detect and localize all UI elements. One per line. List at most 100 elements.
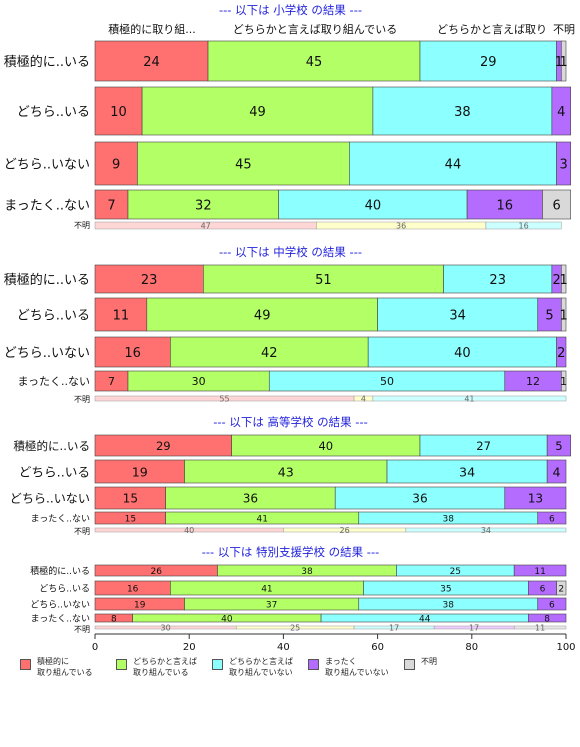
bar-segment-somewhat-active — [137, 141, 350, 186]
legend: 積極的に 取り組んでいる どちらかと言えば 取り組んでいる どちらかと言えば 取… — [0, 656, 580, 696]
data-label: 45 — [235, 157, 252, 172]
legend-swatch-somewhat-inactive — [212, 659, 223, 670]
data-label: 8 — [111, 614, 117, 624]
row-label: まったく..ない — [17, 375, 90, 388]
data-label: 41 — [256, 514, 267, 524]
data-label: 1 — [560, 308, 568, 323]
bar-segment-inactive — [504, 486, 567, 510]
data-label: 42 — [261, 346, 278, 361]
legend-item-inactive: まったく 取り組んでいない — [308, 656, 389, 678]
legend-swatch-active — [20, 659, 31, 670]
data-label: 34 — [449, 308, 466, 323]
data-label: 4 — [553, 464, 561, 479]
bar-segment-unknown — [556, 580, 567, 596]
data-label: 1 — [560, 375, 567, 388]
data-label: 44 — [445, 157, 462, 172]
row-label: 積極的に..いる — [4, 54, 90, 70]
data-label: 30 — [192, 375, 206, 388]
data-label: 11 — [534, 567, 545, 577]
bar-segment-somewhat-active — [203, 264, 444, 294]
bar-segment-active — [94, 141, 138, 186]
bar-segment-inactive — [466, 189, 543, 220]
unknown-segment-somewhat-inactive — [405, 527, 567, 533]
bar-segment-inactive — [537, 511, 567, 525]
data-label: 24 — [143, 55, 160, 70]
data-label: 16 — [496, 198, 513, 213]
x-tick-label: 0 — [92, 642, 98, 650]
data-label: 11 — [113, 308, 130, 323]
unknown-data-label: 17 — [389, 624, 399, 633]
stacked-bar-chart: 積極的に取り組... どちらかと言えば取り組んでいる どちらかと言えば取り 不明 ---… — [4, 3, 576, 650]
data-label: 5 — [545, 308, 553, 323]
legend-label-unknown: 不明 — [421, 657, 437, 666]
row-label: 積極的に..いる — [4, 272, 90, 288]
data-label: 10 — [110, 105, 127, 120]
panel-title-3: --- 以下は 特別支援学校 の結果 --- — [202, 545, 380, 559]
bar-segment-inactive — [546, 434, 572, 457]
data-label: 40 — [318, 439, 333, 453]
unknown-segment-unknown — [513, 625, 567, 630]
bar-segment-somewhat-inactive — [419, 40, 557, 82]
data-label: 49 — [249, 105, 266, 120]
bar-segment-inactive — [551, 86, 572, 136]
data-label: 35 — [440, 584, 451, 594]
data-label: 2 — [558, 584, 564, 594]
unknown-data-label: 25 — [290, 624, 300, 633]
data-label: 40 — [221, 614, 233, 624]
unknown-row-label: 不明 — [74, 395, 90, 404]
data-label: 6 — [540, 584, 546, 594]
data-label: 12 — [526, 375, 540, 388]
row-label: どちら..いる — [19, 464, 90, 479]
bar-segment-unknown — [560, 264, 567, 294]
data-label: 36 — [412, 492, 427, 506]
bar-segment-active — [94, 336, 171, 368]
unknown-data-label: 55 — [219, 395, 229, 404]
bar-segment-somewhat-active — [170, 336, 369, 368]
bar-segment-inactive — [528, 613, 567, 623]
data-label: 7 — [108, 375, 115, 388]
legend-item-somewhat-active: どちらかと言えば 取り組んでいる — [116, 656, 197, 678]
unknown-data-label: 4 — [361, 395, 366, 404]
unknown-data-label: 11 — [535, 624, 545, 633]
data-label: 4 — [557, 105, 565, 120]
row-label: どちら..いる — [17, 308, 90, 323]
bar-segment-active — [94, 264, 204, 294]
data-label: 50 — [380, 375, 394, 388]
x-tick-label: 20 — [183, 642, 196, 650]
data-label: 8 — [544, 614, 550, 624]
data-label: 37 — [266, 600, 277, 610]
bar-segment-inactive — [546, 459, 567, 484]
data-label: 25 — [450, 567, 461, 577]
bar-segment-unknown — [560, 297, 567, 332]
data-label: 38 — [443, 600, 455, 610]
data-label: 15 — [123, 492, 138, 506]
data-label: 45 — [306, 55, 323, 70]
data-label: 26 — [151, 567, 163, 577]
data-label: 32 — [195, 198, 212, 213]
data-label: 23 — [489, 273, 506, 288]
bar-segment-somewhat-inactive — [377, 297, 539, 332]
row-label: どちら..いない — [4, 157, 90, 172]
unknown-row-label: 不明 — [74, 221, 90, 230]
data-label: 43 — [278, 464, 294, 479]
data-label: 1 — [555, 55, 563, 70]
data-label: 51 — [315, 273, 332, 288]
data-label: 41 — [261, 584, 272, 594]
data-label: 6 — [549, 514, 555, 524]
bar-segment-inactive — [513, 564, 567, 577]
row-label: まったく..ない — [4, 198, 90, 213]
data-label: 5 — [555, 439, 562, 453]
x-tick-label: 60 — [371, 642, 384, 650]
bar-segment-somewhat-inactive — [278, 189, 468, 220]
data-label: 27 — [476, 439, 491, 453]
bar-segment-inactive — [556, 141, 572, 186]
legend-item-active: 積極的に 取り組んでいる — [20, 656, 93, 678]
data-label: 38 — [454, 105, 471, 120]
legend-item-unknown: 不明 — [404, 656, 437, 670]
x-tick-label: 100 — [556, 642, 575, 650]
bar-segment-inactive — [556, 336, 567, 368]
bar-segment-somewhat-inactive — [367, 336, 557, 368]
bar-segment-somewhat-active — [127, 189, 279, 220]
data-label: 19 — [134, 600, 146, 610]
row-label: まったく..ない — [31, 513, 90, 524]
